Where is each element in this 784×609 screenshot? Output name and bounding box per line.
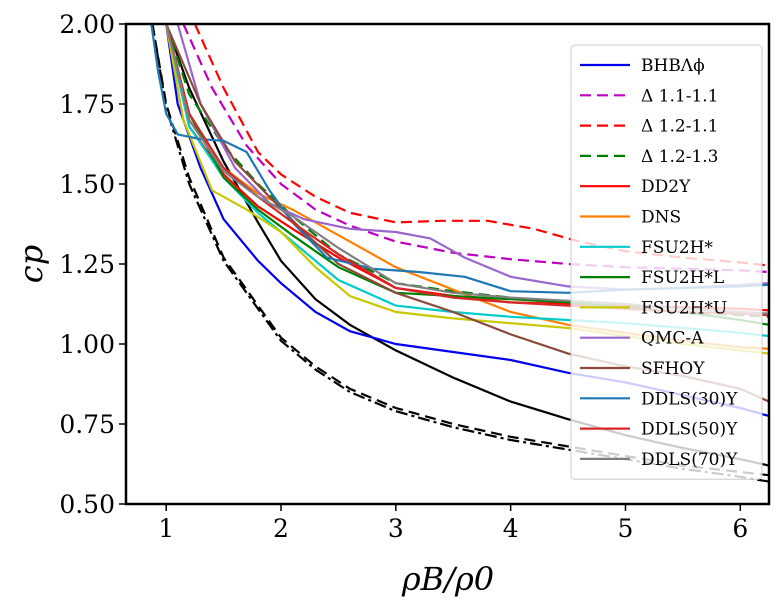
legend-label: Δ 1.1-1.1 [641, 86, 719, 106]
x-tick-label: 6 [732, 514, 748, 543]
legend-label: DDLS(30)Y [641, 389, 738, 409]
legend-label: DNS [641, 208, 681, 228]
x-tick-label: 5 [618, 514, 634, 543]
legend-label: FSU2H* [641, 238, 713, 258]
ticks: 1 2 3 4 5 6 0.50 0.75 1.00 1.25 1.50 1.75 2.00 [59, 10, 748, 543]
legend-box [570, 44, 763, 480]
legend-label: DD2Y [641, 177, 691, 197]
legend-label: Δ 1.2-1.3 [641, 147, 719, 167]
y-axis-label: cp [12, 245, 50, 283]
x-axis-label: ρB/ρ0 [401, 560, 494, 598]
legend-label: DDLS(70)Y [641, 450, 738, 470]
y-tick-label: 2.00 [59, 10, 115, 39]
x-tick-label: 1 [158, 514, 174, 543]
x-tick-label: 4 [503, 514, 519, 543]
legend-label: SFHOY [641, 359, 705, 379]
legend: BHBΛϕ Δ 1.1-1.1 Δ 1.2-1.1 Δ 1.2-1.3 DD2Y DNS F… [570, 44, 763, 480]
series-line-3 [193, 24, 769, 267]
legend-label: FSU2H*U [641, 298, 727, 318]
y-tick-label: 1.75 [59, 90, 115, 119]
x-tick-label: 3 [388, 514, 404, 543]
legend-label: FSU2H*L [641, 268, 724, 288]
legend-label: BHBΛϕ [641, 56, 705, 76]
x-tick-label: 2 [273, 514, 289, 543]
y-tick-label: 1.00 [59, 330, 115, 359]
legend-label: Δ 1.2-1.1 [641, 117, 719, 137]
legend-label: DDLS(50)Y [641, 420, 738, 440]
y-tick-label: 1.50 [59, 170, 115, 199]
legend-label: QMC-A [641, 329, 704, 349]
y-tick-label: 0.75 [59, 410, 115, 439]
y-tick-label: 0.50 [59, 490, 115, 519]
y-tick-label: 1.25 [59, 250, 115, 279]
